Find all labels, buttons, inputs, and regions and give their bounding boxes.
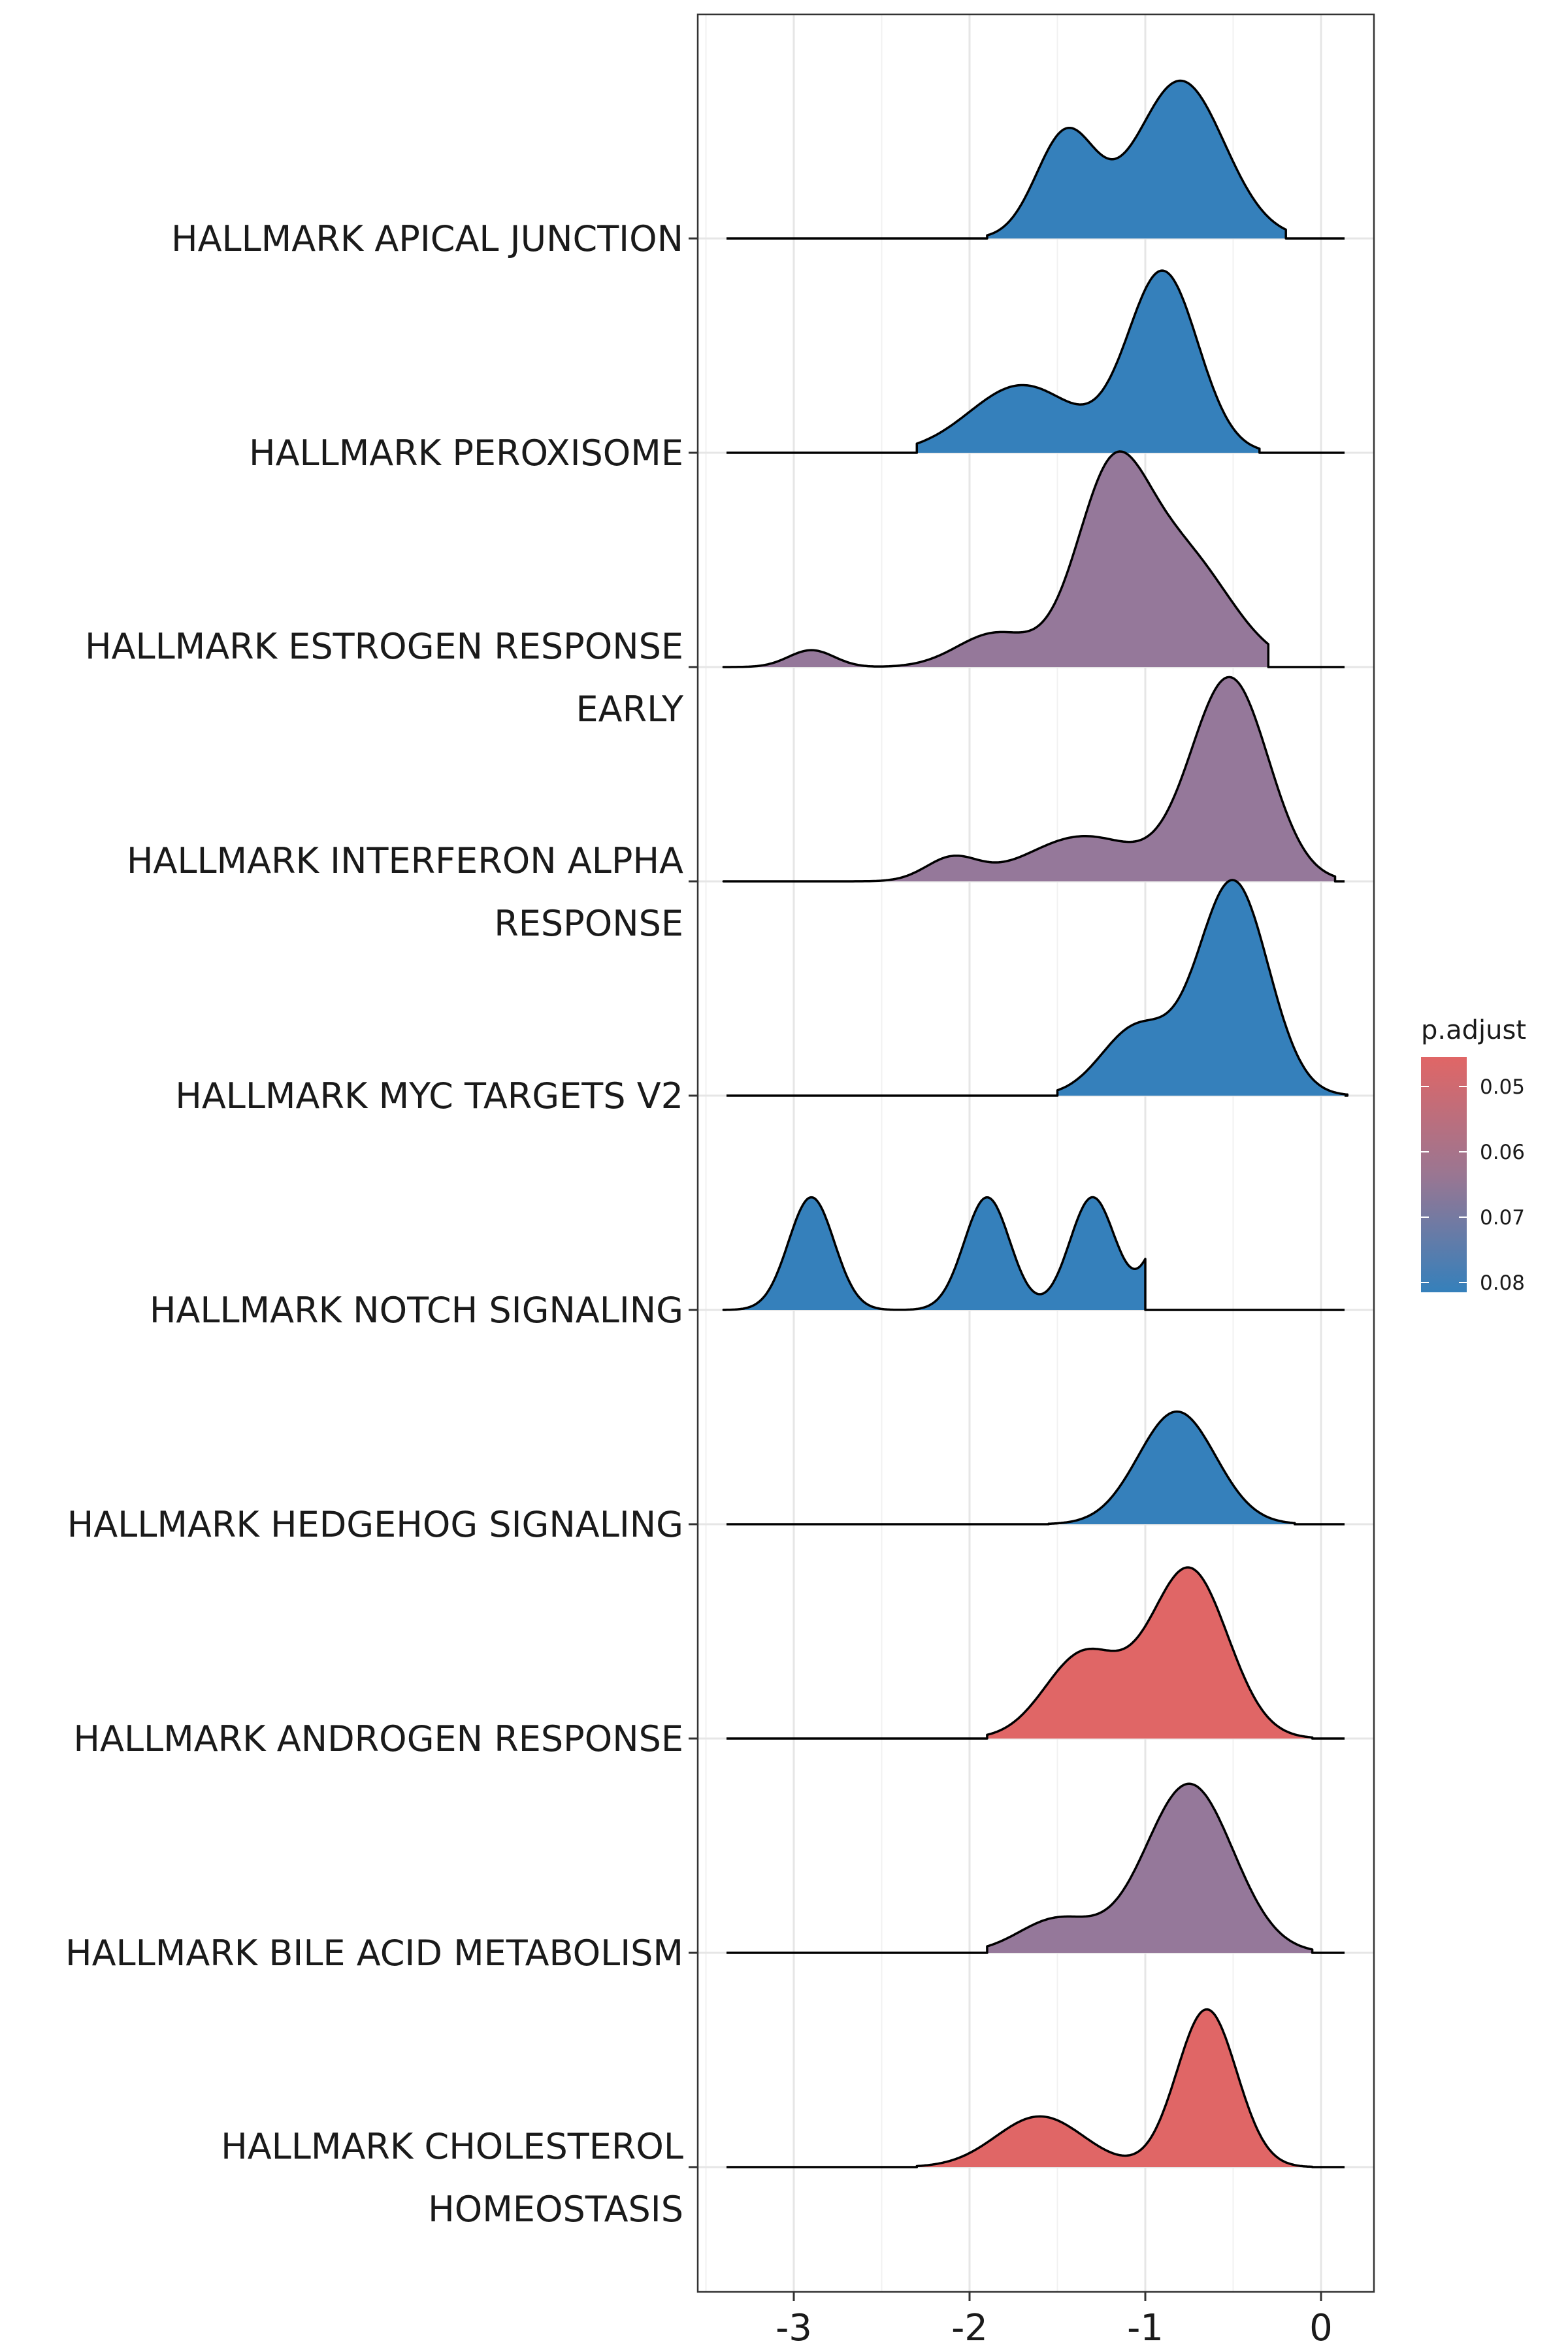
- x-tick-label: -2: [951, 2307, 988, 2349]
- ridge-outline: [727, 1782, 1345, 1954]
- x-tick-label: 0: [1309, 2307, 1333, 2349]
- legend: p.adjust 0.05 0.06 0.07 0.08: [1421, 1015, 1526, 1295]
- y-label: HALLMARK HEDGEHOG SIGNALING: [67, 1504, 683, 1545]
- ridge-fill: [723, 677, 1335, 881]
- y-axis-labels: HALLMARK APICAL JUNCTION HALLMARK PEROXIS…: [65, 218, 698, 2230]
- y-label-line: HALLMARK CHOLESTEROL: [221, 2126, 683, 2167]
- y-label: HALLMARK BILE ACID METABOLISM: [65, 1933, 683, 1974]
- ridge-10: [727, 2008, 1345, 2168]
- x-tick-label: -3: [776, 2307, 812, 2349]
- y-label: HALLMARK APICAL JUNCTION: [171, 218, 683, 259]
- x-tick-label: -1: [1127, 2307, 1164, 2349]
- y-label: HALLMARK ANDROGEN RESPONSE: [73, 1718, 683, 1759]
- ridge-outline: [727, 2008, 1345, 2168]
- ridge-fill: [987, 1784, 1313, 1953]
- ridge-outline: [722, 676, 1345, 883]
- y-label: HALLMARK NOTCH SIGNALING: [150, 1290, 683, 1331]
- ridge-fill: [987, 80, 1286, 238]
- ridge-4: [722, 676, 1345, 883]
- colorbar: [1421, 1057, 1467, 1292]
- y-label: HALLMARK MYC TARGETS V2: [175, 1075, 683, 1117]
- ridge-fill: [917, 2009, 1313, 2167]
- y-label-line: HALLMARK HEDGEHOG SIGNALING: [67, 1504, 683, 1545]
- y-label-line: RESPONSE: [494, 903, 683, 944]
- colorbar-label: 0.08: [1480, 1271, 1525, 1295]
- y-label: HALLMARK INTERFERON ALPHA RESPONSE: [127, 840, 683, 944]
- y-label-line: HALLMARK NOTCH SIGNALING: [150, 1290, 683, 1331]
- ridge-fill: [917, 270, 1260, 453]
- y-label: HALLMARK CHOLESTEROL HOMEOSTASIS: [221, 2126, 683, 2230]
- colorbar-label: 0.06: [1480, 1141, 1525, 1164]
- ridge-8: [727, 1566, 1345, 1740]
- ridge-1: [727, 79, 1345, 240]
- ridge-fill: [1057, 880, 1348, 1096]
- ridge-outline: [727, 879, 1349, 1097]
- x-axis-ticks: -3 -2 -1 0: [776, 2292, 1333, 2349]
- ridge-outline: [727, 79, 1345, 240]
- colorbar-label: 0.05: [1480, 1075, 1525, 1099]
- ridge-3: [722, 450, 1345, 668]
- y-label-line: HALLMARK PEROXISOME: [249, 433, 683, 474]
- ridge-fill: [987, 1567, 1313, 1739]
- ridge-outline: [727, 269, 1345, 454]
- ridge-2: [727, 269, 1345, 454]
- colorbar-label: 0.07: [1480, 1206, 1525, 1230]
- ridge-6: [722, 1196, 1345, 1311]
- y-label-line: HOMEOSTASIS: [428, 2189, 683, 2230]
- y-label-line: HALLMARK ESTROGEN RESPONSE: [85, 626, 683, 667]
- y-label-line: EARLY: [576, 689, 684, 730]
- y-label-line: HALLMARK APICAL JUNCTION: [171, 218, 683, 259]
- y-label-line: HALLMARK INTERFERON ALPHA: [127, 840, 683, 881]
- ridge-5: [727, 879, 1349, 1097]
- ridge-outline: [722, 1196, 1345, 1311]
- legend-title: p.adjust: [1421, 1015, 1526, 1045]
- ridges: [722, 79, 1349, 2168]
- y-label-line: HALLMARK MYC TARGETS V2: [175, 1075, 683, 1117]
- ridge-7: [727, 1410, 1345, 1526]
- y-label: HALLMARK ESTROGEN RESPONSE EARLY: [85, 626, 684, 730]
- panel-border: [696, 13, 1375, 2293]
- y-label: HALLMARK PEROXISOME: [249, 433, 683, 474]
- ridge-fill: [723, 451, 1269, 667]
- ridge-fill: [723, 1197, 1145, 1310]
- ridge-9: [727, 1782, 1345, 1954]
- ridge-fill: [1049, 1411, 1295, 1524]
- y-label-line: HALLMARK BILE ACID METABOLISM: [65, 1933, 683, 1974]
- ridge-outline: [727, 1566, 1345, 1740]
- y-label-line: HALLMARK ANDROGEN RESPONSE: [73, 1718, 683, 1759]
- ridge-outline: [722, 450, 1345, 668]
- ridge-outline: [727, 1410, 1345, 1526]
